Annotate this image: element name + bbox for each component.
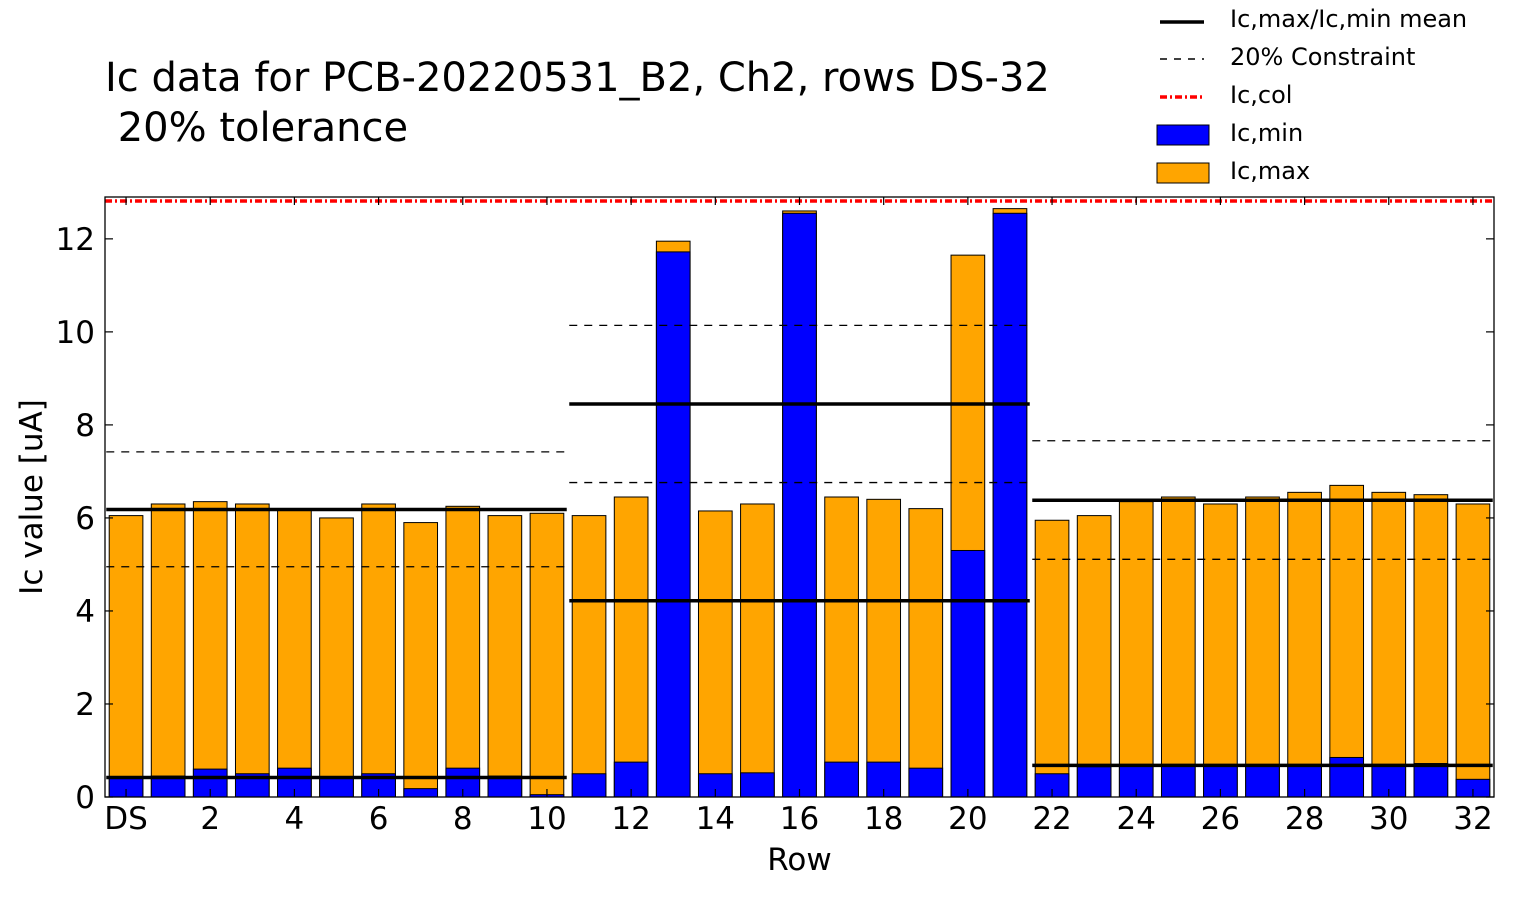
- legend-key-icmin: [1156, 124, 1210, 146]
- bar-icmax-row-6: [361, 503, 396, 798]
- x-tick-label-30: 30: [1369, 801, 1408, 837]
- y-tick-label-4: 4: [75, 594, 95, 630]
- bar-icmin-row-27: [1245, 764, 1280, 798]
- bar-icmin-row-15: [740, 772, 775, 798]
- legend-label-mean: Ic,max/Ic,min mean: [1230, 5, 1468, 33]
- bar-icmax-row-31: [1413, 494, 1449, 798]
- x-tick-label-14: 14: [696, 801, 735, 837]
- x-tick-label-4: 4: [285, 801, 305, 837]
- y-tick-label-8: 8: [75, 408, 95, 444]
- bar-icmax-row-4: [277, 508, 312, 798]
- x-tick-label-6: 6: [369, 801, 389, 837]
- bar-icmax-row-14: [697, 510, 733, 798]
- bar-icmax-row-2: [192, 501, 228, 798]
- bar-icmax-row-24: [1118, 501, 1154, 798]
- legend-label-icmax: Ic,max: [1230, 157, 1311, 185]
- y-tick-label-10: 10: [56, 315, 95, 351]
- y-tick-label-12: 12: [56, 222, 95, 258]
- bar-icmax-row-3: [234, 503, 270, 798]
- bar-icmin-row-19: [908, 767, 944, 798]
- bar-icmin-row-20: [950, 549, 986, 798]
- x-tick-label-18: 18: [864, 801, 903, 837]
- legend-key-icmax: [1156, 162, 1210, 184]
- x-tick-label-26: 26: [1201, 801, 1240, 837]
- x-tick-label-22: 22: [1032, 801, 1071, 837]
- bar-icmax-row-22: [1034, 519, 1070, 798]
- y-tick-label-2: 2: [75, 687, 95, 723]
- bar-icmax-row-18: [866, 498, 902, 798]
- bar-icmax-row-7: [403, 522, 439, 798]
- legend-key-mean: [1160, 20, 1204, 24]
- legend-label-constraint: 20% Constraint: [1230, 43, 1416, 71]
- x-axis-label: Row: [767, 842, 831, 878]
- bar-icmax-row-11: [571, 515, 607, 798]
- bar-icmin-row-25: [1160, 763, 1196, 798]
- x-tick-label-28: 28: [1285, 801, 1324, 837]
- y-axis-label: Ic value [uA]: [14, 399, 50, 595]
- bar-icmin-row-11: [571, 773, 607, 798]
- bar-icmin-row-7: [403, 788, 439, 798]
- bar-icmin-row-31: [1413, 763, 1449, 798]
- bar-icmax-row-10: [529, 512, 565, 798]
- x-tick-label-DS: DS: [104, 801, 148, 837]
- bar-icmax-row-DS: [108, 515, 144, 798]
- bar-icmax-row-29: [1329, 484, 1365, 798]
- bar-icmax-row-5: [319, 517, 354, 798]
- bar-icmin-row-16: [782, 212, 817, 798]
- bar-icmax-row-15: [740, 503, 775, 798]
- bar-icmin-row-29: [1329, 756, 1365, 798]
- bar-icmin-row-5: [319, 777, 354, 798]
- y-tick-label-6: 6: [75, 501, 95, 537]
- bar-icmax-row-27: [1245, 496, 1280, 798]
- chart-title-line-1: Ic data for PCB-20220531_B2, Ch2, rows D…: [105, 55, 1050, 101]
- y-tick-label-0: 0: [75, 780, 95, 816]
- bar-icmax-row-26: [1203, 503, 1238, 798]
- bar-icmin-row-13: [655, 251, 691, 798]
- x-tick-label-8: 8: [453, 801, 473, 837]
- bar-icmax-row-12: [613, 496, 649, 798]
- x-tick-label-10: 10: [527, 801, 566, 837]
- x-tick-label-2: 2: [200, 801, 220, 837]
- bar-icmax-row-1: [150, 503, 186, 798]
- x-tick-label-16: 16: [780, 801, 819, 837]
- bar-icmax-row-17: [824, 496, 859, 798]
- legend-key-iccol: [1160, 95, 1204, 99]
- bar-icmax-row-9: [487, 515, 523, 798]
- legend-label-icmin: Ic,min: [1230, 119, 1304, 147]
- legend-label-iccol: Ic,col: [1230, 81, 1293, 109]
- bar-icmax-row-30: [1371, 491, 1407, 798]
- chart-title-line-2: 20% tolerance: [105, 105, 409, 151]
- bar-icmax-row-28: [1287, 491, 1322, 798]
- bar-icmin-row-17: [824, 761, 859, 798]
- bar-icmax-row-8: [445, 505, 481, 798]
- x-tick-label-20: 20: [948, 801, 987, 837]
- bar-icmax-row-23: [1076, 515, 1112, 798]
- x-tick-label-24: 24: [1117, 801, 1156, 837]
- bar-icmin-row-23: [1076, 766, 1112, 798]
- x-tick-label-32: 32: [1453, 801, 1492, 837]
- bar-icmax-row-32: [1455, 503, 1491, 798]
- bar-icmax-row-25: [1160, 496, 1196, 798]
- x-tick-label-12: 12: [611, 801, 650, 837]
- bar-icmax-row-19: [908, 508, 944, 798]
- bar-icmin-row-21: [992, 212, 1028, 798]
